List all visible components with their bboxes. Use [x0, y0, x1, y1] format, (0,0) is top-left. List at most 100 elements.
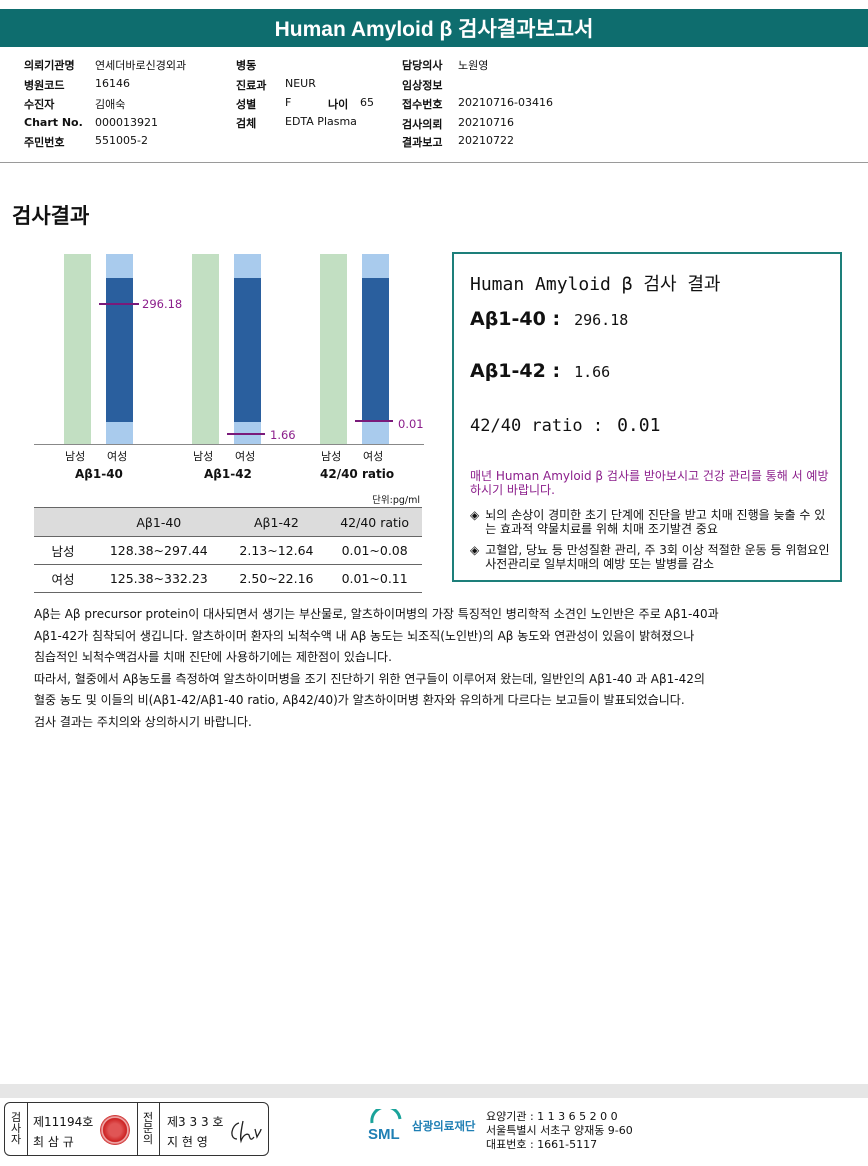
- chart-no-label: Chart No.: [24, 116, 83, 129]
- clinical-info-label: 임상정보: [402, 79, 443, 92]
- result-summary-box: Human Amyloid β 검사 결과 Aβ1-40 : 296.18 Aβ…: [452, 252, 842, 582]
- chart-no-value: 000013921: [95, 116, 158, 129]
- org-address: 서울특별시 서초구 양재동 9-60: [486, 1124, 633, 1137]
- table-header: [34, 507, 92, 537]
- specimen-value: EDTA Plasma: [285, 115, 357, 128]
- signature-box: 검사자 제11194호 최 삼 규 전문의 제3 3 3 호 지 현 영: [4, 1102, 269, 1156]
- table-cell: 128.38~297.44: [92, 536, 226, 565]
- sex-label: 성별: [236, 98, 257, 111]
- inspector-vertical-label: 검사자: [10, 1111, 22, 1146]
- ward-label: 병동: [236, 59, 257, 72]
- result-bullet-text: 고혈압, 당뇨 등 만성질환 관리, 주 3회 이상 적절한 운동 등 위험요인…: [485, 543, 830, 571]
- signature-icon: [231, 1120, 262, 1144]
- report-title-bar: Human Amyloid β 검사결과보고서: [0, 9, 868, 47]
- table-cell: 2.13~12.64: [225, 536, 328, 565]
- value-label-ab40: 296.18: [142, 297, 183, 311]
- organization-contact: 요양기관 : 1 1 3 6 5 2 0 0 서울특별시 서초구 양재동 9-6…: [486, 1110, 633, 1152]
- marker-ab42: [227, 433, 265, 435]
- value-label-ratio: 0.01: [398, 417, 424, 431]
- divider: [137, 1103, 138, 1155]
- divider: [27, 1103, 28, 1155]
- receipt-no-label: 접수번호: [402, 98, 443, 111]
- report-date-value: 20210722: [458, 134, 514, 147]
- bar-ab40-female: [106, 278, 133, 422]
- report-title: Human Amyloid β 검사결과보고서: [274, 18, 594, 41]
- specimen-label: 검체: [236, 117, 257, 130]
- x-axis: [34, 444, 424, 445]
- result-ratio: 42/40 ratio : 0.01: [470, 415, 660, 436]
- footer-divider: [0, 1084, 868, 1098]
- request-date-label: 검사의뢰: [402, 118, 443, 131]
- paragraph-line: 혈중 농도 및 이들의 비(Aβ1-42/Aβ1-40 ratio, Aβ42/…: [34, 693, 685, 707]
- seal-stamp-icon: [100, 1115, 130, 1145]
- age-label: 나이: [328, 98, 349, 111]
- resident-no-value: 551005-2: [95, 134, 148, 147]
- result-ratio-value: 0.01: [617, 415, 661, 436]
- specialist-name: 지 현 영: [167, 1135, 208, 1149]
- age-value: 65: [360, 96, 374, 109]
- doctor-value: 노원영: [458, 59, 489, 72]
- patient-label: 수진자: [24, 98, 55, 111]
- paragraph-line: Aβ1-42가 침착되어 생깁니다. 알츠하이머 환자의 뇌척수액 내 Aβ 농…: [34, 628, 695, 643]
- resident-no-label: 주민번호: [24, 136, 65, 149]
- result-ab40-value: 296.18: [574, 311, 629, 329]
- table-header: 42/40 ratio: [327, 507, 422, 537]
- legend-female-2: 여성: [235, 450, 256, 463]
- divider: [159, 1103, 160, 1155]
- bar-ratio-female: [362, 278, 389, 422]
- diamond-icon: ◈: [470, 543, 480, 557]
- report-date-label: 결과보고: [402, 136, 443, 149]
- organization-name: 삼광의료재단: [412, 1119, 476, 1133]
- sml-logo-icon: SML: [368, 1109, 402, 1143]
- unit-label: 단위:pg/ml: [372, 495, 420, 506]
- category-label-ratio: 42/40 ratio: [320, 467, 395, 481]
- department-value: NEUR: [285, 77, 316, 90]
- category-label-ab40: Aβ1-40: [75, 467, 123, 481]
- hospital-code-value: 16146: [95, 77, 130, 90]
- inspector-name: 최 삼 규: [33, 1135, 74, 1149]
- table-header: Aβ1-42: [225, 507, 328, 537]
- marker-ratio: [355, 420, 393, 422]
- paragraph-line: 침습적인 뇌척수액검사를 치매 진단에 사용하기에는 제한점이 있습니다.: [34, 650, 392, 664]
- table-cell: 0.01~0.08: [327, 536, 422, 565]
- table-cell: 0.01~0.11: [327, 564, 422, 593]
- requesting-institution-value: 연세더바로신경외과: [95, 59, 187, 72]
- result-box-title: Human Amyloid β 검사 결과: [470, 274, 721, 295]
- bar-ab42-male: [192, 254, 219, 444]
- paragraph-line: 따라서, 혈중에서 Aβ농도를 측정하여 알츠하이머병을 조기 진단하기 위한 …: [34, 671, 705, 686]
- legend-male-3: 남성: [321, 450, 342, 463]
- receipt-no-value: 20210716-03416: [458, 96, 553, 109]
- hospital-code-label: 병원코드: [24, 79, 65, 92]
- organization-block: SML 삼광의료재단: [366, 1109, 475, 1143]
- org-phone: 대표번호 : 1661-5117: [486, 1138, 598, 1151]
- result-ab42-label: Aβ1-42 :: [470, 360, 561, 382]
- diamond-icon: ◈: [470, 508, 480, 522]
- requesting-institution-label: 의뢰기관명: [24, 59, 75, 72]
- reference-range-table: Aβ1-40 Aβ1-42 42/40 ratio 남성 128.38~297.…: [34, 507, 422, 593]
- specialist-vertical-label: 전문의: [142, 1111, 154, 1146]
- patient-value: 김애숙: [95, 98, 126, 111]
- specialist-license-no: 제3 3 3 호: [167, 1115, 224, 1129]
- bar-ab40-male: [64, 254, 91, 444]
- result-ratio-label: 42/40 ratio :: [470, 416, 604, 436]
- table-cell: 남성: [34, 536, 92, 565]
- paragraph-line: Aβ는 Aβ precursor protein이 대사되면서 생기는 부산물로…: [34, 607, 719, 621]
- value-label-ab42: 1.66: [270, 428, 296, 442]
- result-bullet-text: 뇌의 손상이 경미한 초기 단계에 진단을 받고 치매 진행을 늦출 수 있는 …: [485, 508, 826, 536]
- bar-ratio-male: [320, 254, 347, 444]
- info-divider: [0, 162, 868, 163]
- table-header-row: Aβ1-40 Aβ1-42 42/40 ratio: [34, 507, 422, 537]
- result-bullet-1: ◈ 뇌의 손상이 경미한 초기 단계에 진단을 받고 치매 진행을 늦출 수 있…: [470, 508, 830, 536]
- table-header: Aβ1-40: [92, 507, 226, 537]
- table-cell: 125.38~332.23: [92, 564, 226, 593]
- explanation-text: Aβ는 Aβ precursor protein이 대사되면서 생기는 부산물로…: [34, 604, 824, 733]
- amyloid-chart: 296.18 1.66 0.01 남성 여성 남성 여성 남성 여성 Aβ1-4…: [34, 250, 424, 506]
- doctor-label: 담당의사: [402, 59, 443, 72]
- marker-ab40: [99, 303, 139, 305]
- category-label-ab42: Aβ1-42: [204, 467, 252, 481]
- legend-male-2: 남성: [193, 450, 214, 463]
- result-ab42: Aβ1-42 : 1.66: [470, 360, 610, 382]
- table-cell: 여성: [34, 564, 92, 593]
- sex-value: F: [285, 96, 292, 109]
- section-title: 검사결과: [12, 204, 90, 228]
